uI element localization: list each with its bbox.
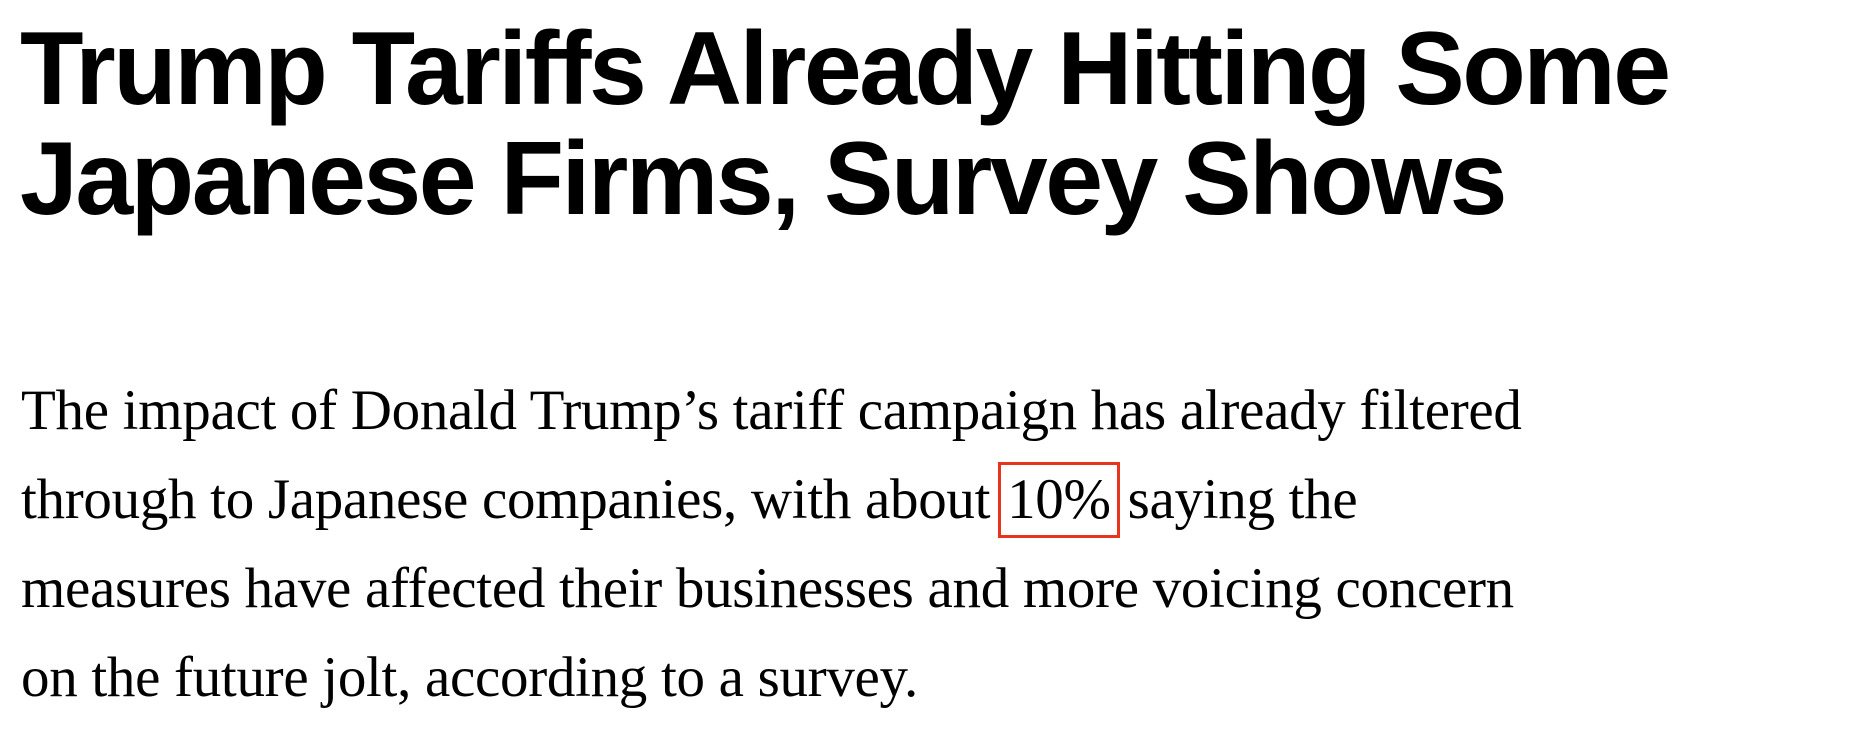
- headline-line: Japanese Firms, Survey Shows: [20, 121, 1507, 237]
- lede-line: through to Japanese companies, with abou…: [21, 455, 1522, 544]
- highlighted-percentage: 10%: [998, 462, 1120, 538]
- lede-line: measures have affected their businesses …: [21, 557, 1514, 620]
- article-lede: The impact of Donald Trump’s tariff camp…: [21, 366, 1522, 722]
- lede-text: through to Japanese companies, with abou…: [21, 468, 1005, 531]
- lede-text: saying the: [1113, 468, 1358, 531]
- headline-line: Trump Tariffs Already Hitting Some: [20, 11, 1671, 127]
- lede-line: The impact of Donald Trump’s tariff camp…: [21, 379, 1522, 442]
- article-headline: Trump Tariffs Already Hitting Some Japan…: [20, 11, 1671, 237]
- lede-line: on the future jolt, according to a surve…: [21, 646, 919, 709]
